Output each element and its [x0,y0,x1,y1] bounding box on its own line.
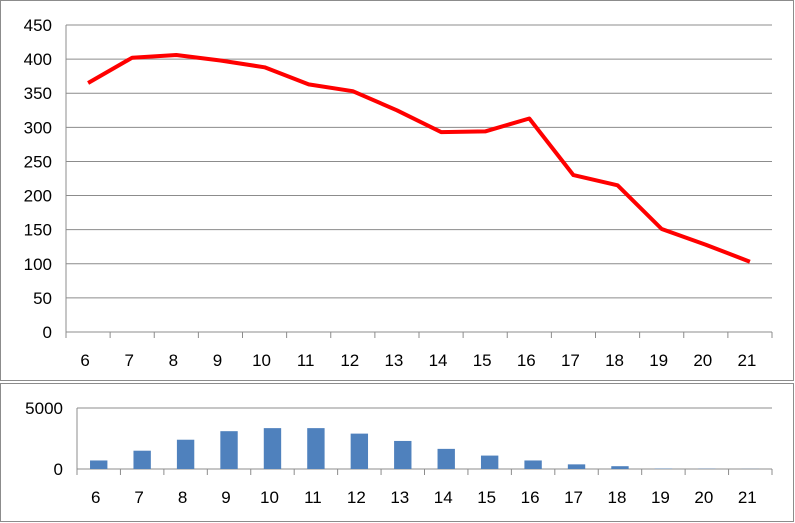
y-tick-label: 300 [24,118,52,137]
bar-chart-panel: 0 5000 6 7 8 9 10 11 12 13 14 15 16 17 18 19 20 21 [0,383,794,522]
x-tick-label: 9 [221,488,230,507]
bar [307,428,324,469]
bar [90,460,107,469]
x-tick-label: 8 [169,351,178,370]
x-tick-label: 10 [252,351,271,370]
bar [220,431,237,469]
x-tick-label: 16 [521,488,540,507]
bar [264,428,281,469]
bar [568,464,585,469]
y-tick-label: 350 [24,84,52,103]
x-tick-label: 14 [434,488,453,507]
x-tick-label: 13 [384,351,403,370]
x-tick-label: 11 [304,488,322,507]
x-tick-label: 12 [340,351,359,370]
x-tick-label: 8 [178,488,187,507]
x-tick-label: 6 [91,488,100,507]
y-tick-label: 450 [24,16,52,35]
y-tick-label: 0 [43,323,52,342]
x-tick-label: 11 [297,351,315,370]
bar [133,451,150,469]
x-tick-label: 19 [651,488,670,507]
x-tick-label: 7 [124,351,133,370]
bar [481,456,498,469]
y-tick-label: 200 [24,187,52,206]
y-tick-label: 100 [24,255,52,274]
x-tick-label: 21 [737,351,756,370]
x-tick-label: 16 [517,351,536,370]
x-tick-label: 9 [213,351,222,370]
series-line [88,55,750,262]
line-chart-panel: 0 50 100 150 200 250 300 350 400 450 6 7 8 9 10 11 12 13 1… [0,0,794,381]
bar [394,441,411,469]
y-tick-label: 250 [24,152,52,171]
x-tick-label: 15 [477,488,496,507]
x-tick-label: 12 [347,488,366,507]
bar [611,466,628,469]
y-tick-label: 50 [33,289,52,308]
bar [524,460,541,469]
bar [177,440,194,469]
x-tick-label: 15 [473,351,492,370]
x-tick-label: 18 [608,488,627,507]
y-tick-label: 150 [24,221,52,240]
x-tick-label: 7 [134,488,143,507]
x-tick-label: 17 [564,488,583,507]
x-tick-label: 6 [80,351,89,370]
x-tick-label: 20 [693,351,712,370]
x-tick-label: 10 [260,488,279,507]
x-tick-label: 17 [561,351,580,370]
y-tick-label: 400 [24,50,52,69]
bar-chart: 0 5000 6 7 8 9 10 11 12 13 14 15 16 17 18 19 20 21 [1,384,795,523]
y-tick-label: 5000 [25,399,63,418]
bar [438,449,455,469]
y-tick-label: 0 [54,460,63,479]
bar [351,434,368,469]
x-tick-label: 14 [429,351,448,370]
line-chart: 0 50 100 150 200 250 300 350 400 450 6 7 8 9 10 11 12 13 1… [1,1,795,382]
x-tick-label: 19 [649,351,668,370]
x-tick-label: 13 [390,488,409,507]
x-tick-label: 18 [605,351,624,370]
x-tick-label: 20 [694,488,713,507]
x-tick-label: 21 [738,488,757,507]
